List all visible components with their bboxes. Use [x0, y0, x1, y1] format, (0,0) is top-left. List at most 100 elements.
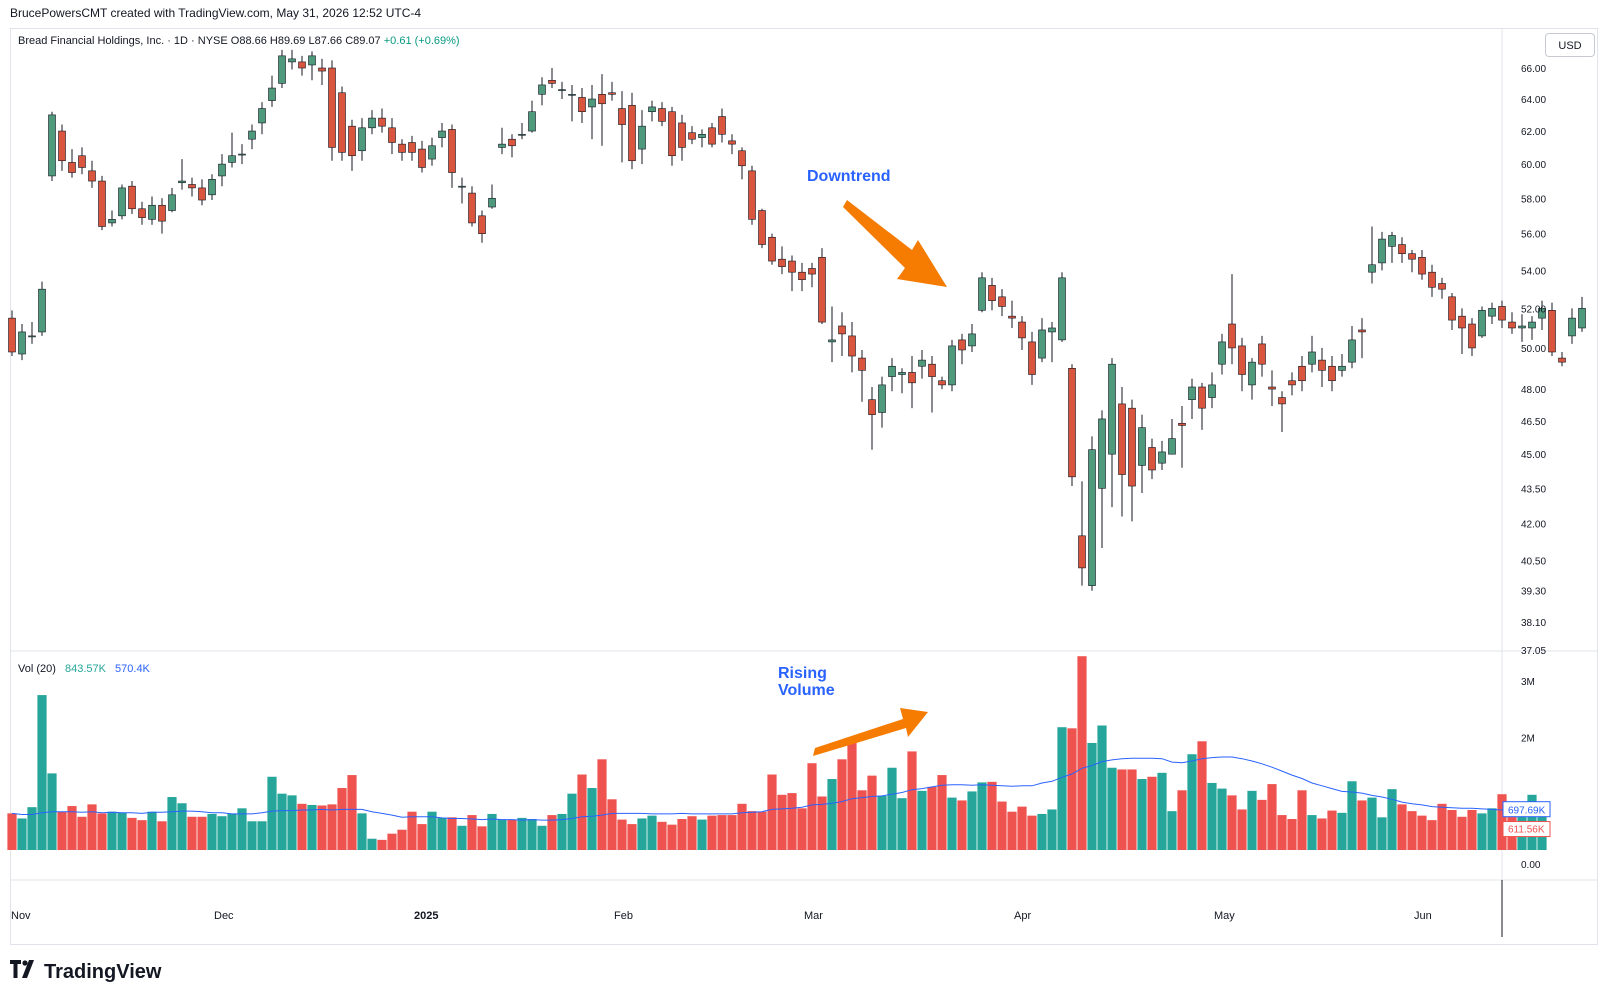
volume-bar: [127, 817, 137, 850]
candle-body: [978, 277, 986, 311]
volume-bar: [577, 774, 587, 850]
candle-body: [1178, 422, 1186, 426]
volume-bar: [827, 779, 837, 850]
volume-bar: [1067, 728, 1077, 850]
candle-body: [1208, 384, 1216, 398]
candle-body: [1518, 325, 1526, 329]
time-axis: Nov Dec 2025 Feb Mar Apr May Jun: [11, 910, 1432, 922]
volume-bar: [657, 821, 667, 850]
price-volume-chart[interactable]: 66.00 64.00 62.00 60.00 58.00 56.00 54.00 52.00…: [0, 0, 1607, 945]
volume-bar: [157, 821, 167, 850]
volume-bar: [1027, 815, 1037, 850]
volume-legend: Vol (20) 843.57K 570.4K: [18, 663, 150, 675]
candle-body: [58, 130, 66, 162]
candle-body: [918, 359, 926, 367]
volume-bar: [247, 821, 257, 850]
price-tick-label: 48.00: [1521, 385, 1546, 396]
price-tick-label: 54.00: [1521, 266, 1546, 277]
rising-volume-arrow: [813, 708, 928, 756]
candle-body: [448, 129, 456, 173]
time-tick-label: Apr: [1014, 910, 1031, 922]
candle-body: [1548, 310, 1556, 353]
volume-bar: [647, 815, 657, 850]
candle-body: [708, 127, 716, 145]
candle-body: [668, 111, 676, 157]
candle-body: [1458, 315, 1466, 329]
candle-body: [1158, 451, 1166, 464]
volume-ma: [11, 756, 1543, 821]
candle-body: [398, 143, 406, 153]
volume-bar: [757, 811, 767, 850]
volume-axis: 3M 2M 0.00 697.69K 611.56K: [1502, 677, 1551, 871]
candle-body: [278, 55, 286, 84]
tradingview-logo[interactable]: TradingView: [10, 960, 161, 984]
ohlc-low: L87.66: [308, 35, 343, 47]
candle-body: [948, 345, 956, 386]
volume-bar: [17, 818, 27, 850]
volume-bar: [927, 786, 937, 850]
volume-bar: [1167, 811, 1177, 850]
volume-bar: [537, 825, 547, 850]
price-tick-label: 45.00: [1521, 450, 1546, 461]
volume-bar: [547, 815, 557, 850]
volume-bar: [497, 819, 507, 850]
candle-body: [508, 138, 516, 147]
price-grid: [10, 28, 1597, 937]
volume-bar: [1177, 790, 1187, 850]
candle-body: [968, 333, 976, 347]
candle-body: [218, 163, 226, 177]
currency-button[interactable]: USD: [1545, 33, 1595, 57]
candle-body: [38, 288, 46, 333]
candle-body: [148, 204, 156, 220]
candle-body: [1118, 403, 1126, 475]
candle-body: [1448, 296, 1456, 321]
price-tick-label: 46.50: [1521, 417, 1546, 428]
volume-bar: [717, 815, 727, 850]
candle-body: [1078, 535, 1086, 569]
volume-bar: [847, 740, 857, 850]
volume-bar: [57, 811, 67, 850]
candle-body: [828, 339, 836, 343]
price-tick-label: 38.10: [1521, 618, 1546, 629]
candle-body: [228, 155, 236, 163]
candle-body: [578, 97, 586, 113]
candle-body: [68, 162, 76, 173]
candle-body: [1098, 418, 1106, 489]
volume-bar: [467, 815, 477, 850]
candle-body: [1168, 438, 1176, 455]
volume-bar: [397, 829, 407, 850]
volume-bar: [1407, 811, 1417, 850]
candle-body: [108, 219, 116, 224]
candle-body: [208, 179, 216, 196]
volume-bar: [297, 803, 307, 850]
volume-bar: [167, 797, 177, 850]
candle-body: [518, 133, 526, 136]
candle-body: [358, 127, 366, 152]
candle-body: [1058, 277, 1066, 341]
volume-bar: [97, 813, 107, 850]
volume-value: 843.57K: [64, 663, 106, 675]
volume-bar: [1357, 800, 1367, 850]
candle-body: [268, 87, 276, 101]
volume-bar: [1107, 767, 1117, 850]
candle-body: [1218, 341, 1226, 365]
time-tick-label: May: [1214, 910, 1235, 922]
volume-bar: [667, 824, 677, 850]
volume-bar: [1377, 817, 1387, 850]
candle-body: [8, 317, 16, 353]
volume-bar: [177, 803, 187, 850]
candle-body: [1318, 359, 1326, 371]
candle-body: [1348, 339, 1356, 363]
volume-bar: [677, 819, 687, 850]
candle-body: [98, 180, 106, 227]
volume-bar: [7, 813, 17, 850]
candle-body: [388, 127, 396, 143]
volume-bar: [1307, 815, 1317, 850]
volume-bar: [217, 816, 227, 850]
candle-body: [838, 325, 846, 335]
candle-body: [798, 271, 806, 281]
volume-bar: [527, 819, 537, 850]
candle-body: [1558, 357, 1566, 363]
volume-bar: [327, 804, 337, 850]
downtrend-annotation: Downtrend: [807, 168, 891, 185]
